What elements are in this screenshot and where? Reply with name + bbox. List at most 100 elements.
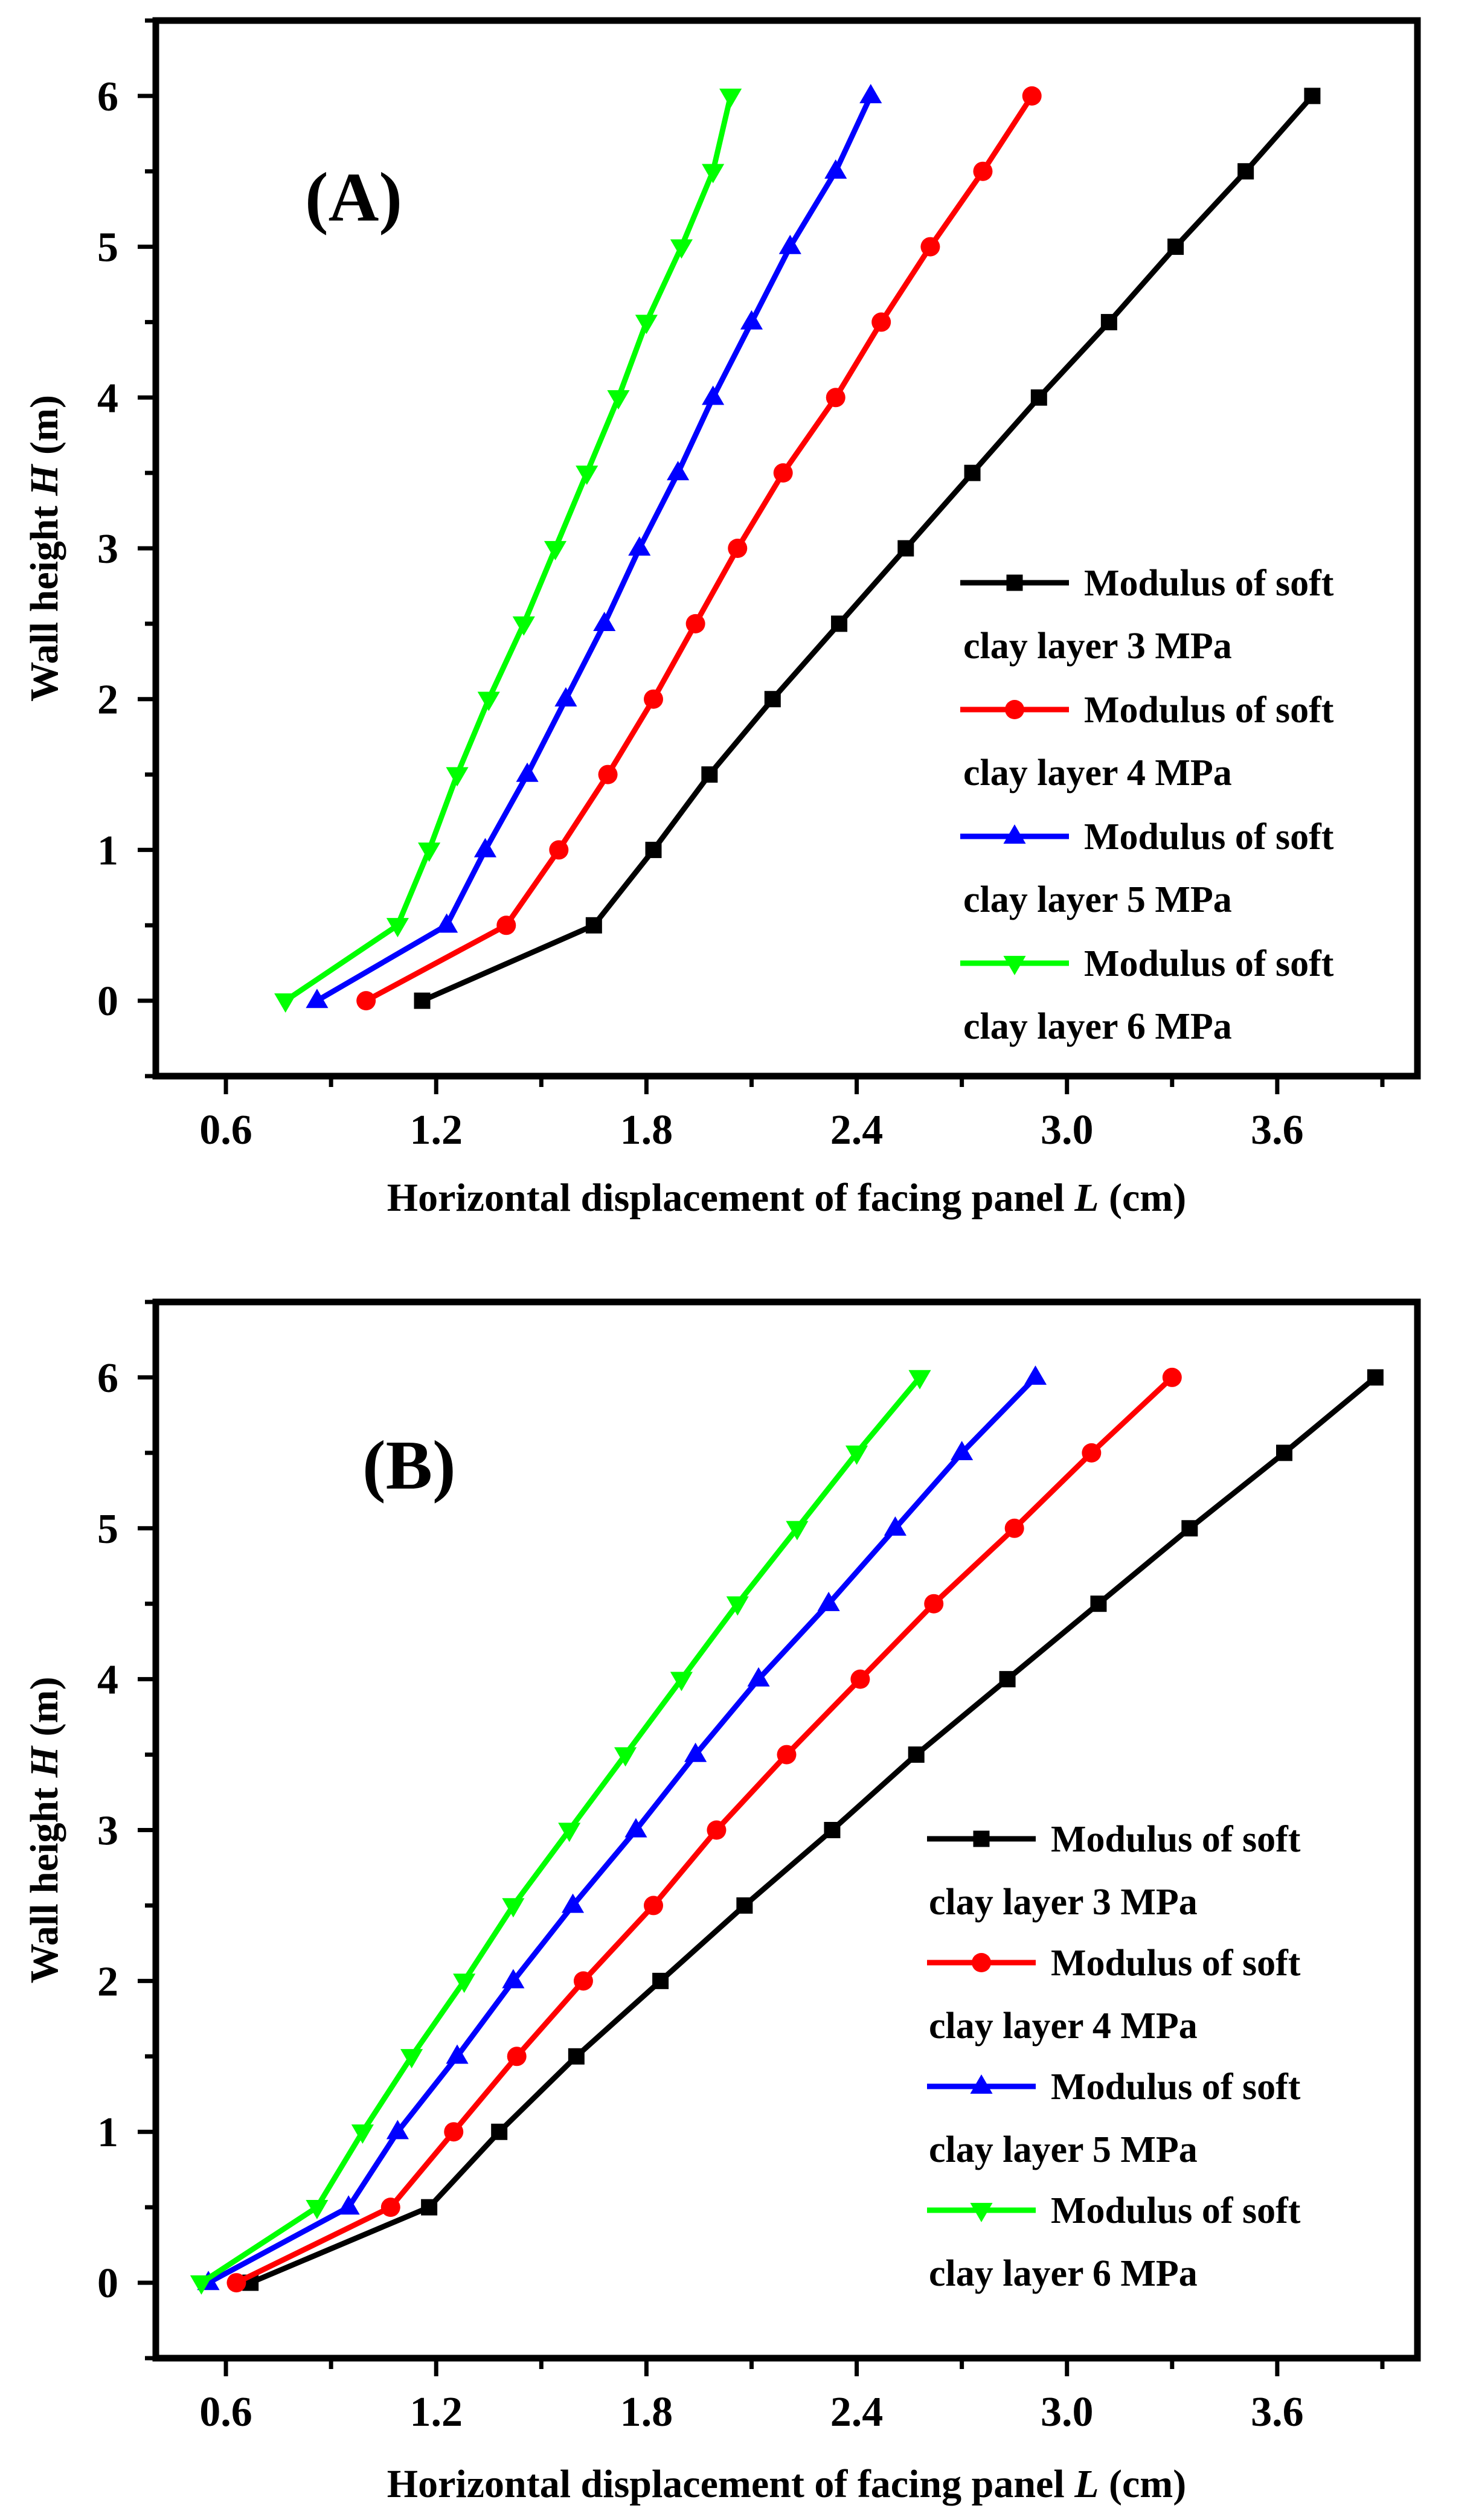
data-point [777, 1745, 797, 1765]
legend-label-line2: clay layer 6 MPa [929, 2253, 1198, 2294]
data-point [351, 2124, 374, 2144]
data-point [512, 616, 535, 636]
series-line [207, 1375, 1038, 2286]
y-tick-label: 1 [97, 2109, 118, 2156]
data-point [764, 691, 781, 708]
data-point [418, 842, 441, 862]
y-tick-label: 2 [97, 677, 118, 723]
y-axis-symbol: H [22, 1745, 66, 1778]
x-tick-label: 3.0 [1041, 2389, 1094, 2435]
data-point [786, 1521, 809, 1541]
x-axis-unit: (cm) [1099, 1176, 1187, 1220]
data-point [1304, 88, 1321, 104]
legend-marker [970, 2202, 993, 2222]
data-point [414, 992, 431, 1009]
legend-label-line2: clay layer 6 MPa [963, 1006, 1232, 1047]
y-axis-unit: (m) [22, 1677, 66, 1746]
legend-label-line1: Modulus of soft [1051, 2066, 1301, 2108]
series-2 [356, 86, 1042, 1011]
legend-label-line2: clay layer 3 MPa [929, 1882, 1198, 1923]
data-point [558, 1823, 581, 1842]
series-1 [242, 1369, 1384, 2291]
data-point [1237, 163, 1254, 180]
data-point [496, 915, 516, 935]
data-point [477, 691, 500, 711]
panel-a: 0.6 1.2 1.8 2.4 3.0 3.6 0 1 2 3 4 5 6 Horizontal disp… [22, 17, 1421, 1220]
legend-label-line1: Modulus of soft [1084, 943, 1334, 984]
data-point [1024, 1365, 1047, 1385]
legend-marker [973, 1830, 990, 1847]
data-point [1167, 239, 1184, 255]
y-axis-title: Wall height H (m) [22, 395, 66, 702]
data-point [951, 1441, 974, 1461]
data-point [607, 390, 630, 410]
data-point [859, 84, 882, 104]
data-point [568, 2048, 585, 2065]
data-point [1367, 1369, 1384, 1386]
data-point [824, 1822, 841, 1838]
data-point [778, 234, 801, 254]
y-tick-label: 0 [97, 2260, 118, 2307]
data-point [400, 2049, 423, 2069]
y-axis-title-text: Wall height [22, 496, 66, 702]
data-point [446, 767, 469, 787]
data-point [824, 159, 847, 179]
series-4 [190, 1370, 931, 2295]
y-tick-label: 4 [97, 1657, 118, 1704]
data-point [1162, 1367, 1182, 1387]
data-point [1275, 1444, 1292, 1461]
legend-label-line1: Modulus of soft [1051, 1943, 1301, 1984]
data-point [507, 2047, 527, 2066]
legend-marker [1005, 700, 1024, 719]
data-point [473, 838, 497, 858]
data-point [337, 2195, 360, 2215]
data-point [702, 164, 725, 184]
legend-marker [972, 1953, 991, 1972]
legend-item-4: Modulus of soft clay layer 6 MPa [927, 2190, 1301, 2294]
y-axis-symbol: H [22, 463, 66, 496]
x-tick-label: 0.6 [199, 1107, 252, 1153]
data-point [850, 1669, 870, 1689]
data-point [908, 1746, 925, 1763]
data-point [728, 539, 748, 558]
legend-label-line1: Modulus of soft [1051, 1819, 1301, 1860]
panel-b: 0.6 1.2 1.8 2.4 3.0 3.6 0 1 2 3 4 5 6 Horizontal disp… [22, 1298, 1421, 2506]
x-axis-title-text: Horizontal displacement of facing panel [387, 1176, 1074, 1220]
data-point [453, 1973, 476, 1993]
x-axis: 0.6 1.2 1.8 2.4 3.0 3.6 [199, 2358, 1385, 2435]
data-point [924, 1594, 944, 1614]
y-axis: 0 1 2 3 4 5 6 [97, 18, 156, 1079]
legend-label-line2: clay layer 4 MPa [963, 752, 1232, 794]
data-point [624, 1818, 647, 1838]
data-point [516, 762, 539, 782]
data-point [726, 1596, 749, 1616]
y-tick-label: 6 [97, 1355, 118, 1402]
data-point [614, 1747, 637, 1767]
panel-label: (B) [362, 1427, 456, 1504]
data-point [908, 1370, 931, 1390]
data-point [736, 1897, 753, 1914]
x-axis-title: Horizontal displacement of facing panel … [387, 1176, 1187, 1220]
data-point [573, 1971, 593, 1991]
y-axis-unit: (m) [22, 395, 66, 464]
data-point [871, 312, 891, 332]
series-2 [226, 1367, 1182, 2293]
data-point [645, 841, 662, 858]
x-axis-unit: (cm) [1099, 2462, 1187, 2506]
series-line [365, 94, 1035, 1004]
data-point [684, 1742, 707, 1762]
y-tick-label: 6 [97, 74, 118, 120]
data-point [386, 2120, 409, 2140]
x-tick-label: 2.4 [830, 1107, 884, 1153]
y-axis: 0 1 2 3 4 5 6 [97, 1300, 156, 2361]
legend-label-line1: Modulus of soft [1084, 563, 1334, 604]
data-point [701, 766, 718, 783]
data-point [1082, 1443, 1102, 1463]
data-point [740, 310, 763, 330]
data-point [635, 315, 658, 335]
data-point [747, 1667, 770, 1687]
data-point [817, 1591, 840, 1611]
data-point [544, 540, 567, 560]
y-tick-label: 1 [97, 827, 118, 874]
